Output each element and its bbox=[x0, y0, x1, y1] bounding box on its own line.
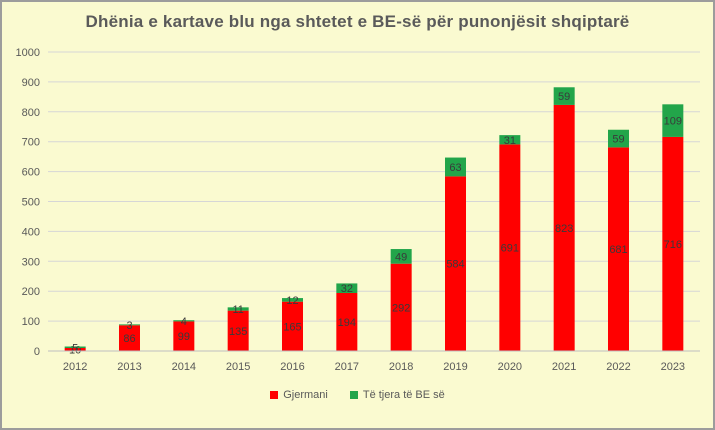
data-label: 63 bbox=[449, 162, 461, 174]
y-tick-label: 400 bbox=[22, 226, 40, 238]
data-label: 292 bbox=[392, 302, 410, 314]
bar-te-tjera-2021 bbox=[553, 87, 575, 105]
data-label: 135 bbox=[229, 326, 247, 338]
data-label: 31 bbox=[504, 135, 516, 147]
bar-te-tjera-2022 bbox=[608, 129, 629, 148]
y-tick-label: 700 bbox=[22, 137, 40, 149]
x-tick-label: 2012 bbox=[63, 361, 87, 373]
y-tick-label: 100 bbox=[22, 316, 40, 328]
x-tick-label: 2023 bbox=[661, 361, 685, 373]
bar-te-tjera-2016 bbox=[282, 298, 303, 302]
bar-te-tjera-2018 bbox=[390, 249, 412, 264]
bar-gjermani-2018 bbox=[390, 263, 412, 351]
y-tick-label: 200 bbox=[22, 286, 40, 298]
x-tick-label: 2018 bbox=[389, 361, 413, 373]
legend-label-te-tjera: Të tjera të BE së bbox=[362, 389, 445, 401]
bar-gjermani-2020 bbox=[499, 144, 521, 351]
bar-gjermani-2013 bbox=[119, 325, 140, 351]
data-label: 5 bbox=[72, 342, 78, 354]
x-tick-label: 2017 bbox=[335, 361, 359, 373]
bar-gjermani-2015 bbox=[227, 310, 249, 351]
x-tick-label: 2022 bbox=[606, 361, 630, 373]
y-axis: 0 100 200 300 400 500 600 700 800 900 1000 bbox=[16, 47, 40, 358]
y-tick-label: 600 bbox=[22, 167, 40, 179]
y-tick-label: 0 bbox=[34, 346, 40, 358]
x-tick-label: 2016 bbox=[280, 361, 304, 373]
y-tick-label: 800 bbox=[22, 107, 40, 119]
data-label: 32 bbox=[341, 283, 353, 295]
legend-item-gjermani: Gjermani bbox=[270, 389, 328, 401]
bar-gjermani-2012 bbox=[64, 348, 86, 351]
bar-gjermani-2021 bbox=[553, 104, 575, 351]
bar-te-tjera-2015 bbox=[227, 307, 249, 311]
data-label: 4 bbox=[181, 316, 187, 328]
y-tick-label: 300 bbox=[22, 256, 40, 268]
bar-gjermani-2023 bbox=[662, 136, 684, 351]
bars: 1058639941351116512194322924958463691318… bbox=[64, 87, 684, 357]
x-tick-label: 2014 bbox=[172, 361, 196, 373]
bar-te-tjera-2023 bbox=[662, 104, 684, 137]
data-label: 3 bbox=[126, 320, 132, 332]
data-label: 716 bbox=[664, 239, 682, 251]
bar-te-tjera-2014 bbox=[173, 320, 195, 322]
bar-gjermani-2022 bbox=[608, 147, 629, 351]
bar-gjermani-2017 bbox=[336, 292, 358, 351]
x-tick-label: 2015 bbox=[226, 361, 250, 373]
bar-te-tjera-2013 bbox=[119, 324, 140, 326]
data-label: 165 bbox=[283, 321, 301, 333]
gridlines bbox=[48, 51, 700, 322]
bar-gjermani-2016 bbox=[282, 301, 303, 351]
legend-label-gjermani: Gjermani bbox=[283, 389, 328, 401]
data-label: 59 bbox=[612, 134, 624, 146]
data-label: 691 bbox=[501, 243, 519, 255]
bar-gjermani-2019 bbox=[445, 176, 466, 351]
legend-swatch-te-tjera bbox=[349, 391, 358, 399]
y-tick-label: 900 bbox=[22, 77, 40, 89]
legend: Gjermani Të tjera të BE së bbox=[0, 389, 715, 401]
x-tick-label: 2021 bbox=[552, 361, 576, 373]
data-label: 86 bbox=[123, 333, 135, 345]
data-label: 109 bbox=[664, 116, 682, 128]
data-label: 194 bbox=[338, 317, 356, 329]
data-label: 681 bbox=[609, 244, 627, 256]
data-label: 12 bbox=[286, 295, 298, 307]
data-label: 823 bbox=[555, 223, 573, 235]
chart-title: Dhënia e kartave blu nga shtetet e BE-së… bbox=[85, 12, 630, 31]
y-tick-label: 500 bbox=[22, 197, 40, 209]
data-label: 11 bbox=[232, 304, 243, 316]
bar-te-tjera-2020 bbox=[499, 135, 521, 145]
x-tick-label: 2020 bbox=[498, 361, 522, 373]
bar-te-tjera-2012 bbox=[64, 346, 86, 349]
x-tick-label: 2019 bbox=[443, 361, 467, 373]
data-label: 59 bbox=[558, 91, 570, 103]
x-axis: 2012 2013 2014 2015 2016 2017 2018 2019 2020 2021… bbox=[48, 350, 700, 373]
bar-gjermani-2014 bbox=[173, 321, 195, 351]
data-label: 99 bbox=[178, 331, 190, 343]
data-label: 584 bbox=[446, 259, 464, 271]
legend-swatch-gjermani bbox=[270, 391, 279, 399]
y-tick-label: 1000 bbox=[16, 47, 40, 59]
legend-item-te-tjera: Të tjera të BE së bbox=[349, 389, 445, 401]
data-label: 49 bbox=[395, 251, 407, 263]
bar-te-tjera-2019 bbox=[445, 157, 466, 177]
x-tick-label: 2013 bbox=[117, 361, 141, 373]
bar-te-tjera-2017 bbox=[336, 283, 358, 293]
